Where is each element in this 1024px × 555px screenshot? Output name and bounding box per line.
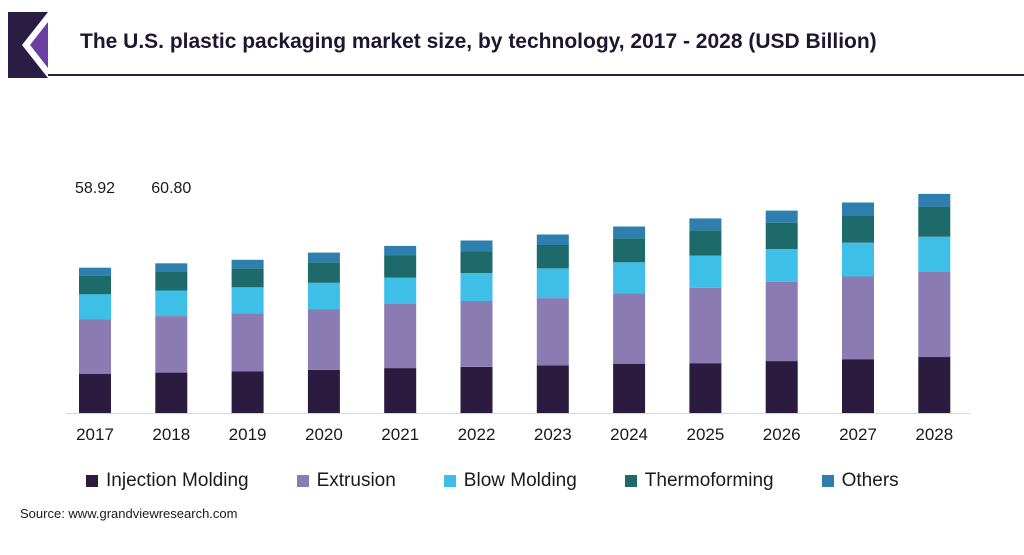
bar-segment-thermoforming-2021 bbox=[384, 255, 417, 278]
bar-segment-thermoforming-2023 bbox=[536, 245, 569, 269]
bar-segment-others-2017 bbox=[79, 267, 111, 276]
bar-segment-extrusion-2020 bbox=[307, 309, 340, 370]
bar-segment-extrusion-2017 bbox=[79, 319, 111, 374]
bar-segment-injection-molding-2027 bbox=[842, 359, 874, 413]
bar-segment-extrusion-2019 bbox=[231, 313, 264, 372]
bar-segment-thermoforming-2017 bbox=[79, 275, 111, 295]
bar-segment-injection-molding-2028 bbox=[918, 357, 951, 413]
bar-segment-extrusion-2027 bbox=[842, 276, 874, 360]
bar-segment-thermoforming-2018 bbox=[155, 271, 188, 291]
legend-swatch-others bbox=[821, 475, 834, 487]
x-tick-label-2028: 2028 bbox=[915, 425, 953, 444]
bar-segment-blow-molding-2023 bbox=[536, 268, 569, 299]
bar-segment-extrusion-2026 bbox=[765, 281, 798, 361]
legend-item-thermoforming: Thermoforming bbox=[624, 470, 774, 492]
bar-segment-extrusion-2022 bbox=[460, 301, 493, 367]
legend-swatch-injection-molding bbox=[86, 475, 98, 487]
bar-segment-thermoforming-2025 bbox=[689, 230, 722, 256]
bar-segment-others-2028 bbox=[918, 193, 951, 207]
bar-segment-thermoforming-2019 bbox=[231, 268, 264, 288]
bar-segment-thermoforming-2020 bbox=[307, 262, 340, 283]
bar-segment-others-2023 bbox=[536, 234, 569, 245]
bar-segment-blow-molding-2020 bbox=[307, 282, 340, 310]
bar-segment-injection-molding-2024 bbox=[613, 363, 646, 413]
bar-segment-injection-molding-2021 bbox=[384, 368, 417, 413]
legend-label-others: Others bbox=[841, 470, 899, 491]
bar-segment-others-2019 bbox=[231, 259, 264, 269]
bar-segment-blow-molding-2025 bbox=[689, 255, 722, 288]
source-note: Source: www.grandviewresearch.com bbox=[20, 506, 238, 521]
legend-label-extrusion: Extrusion bbox=[316, 470, 396, 491]
stacked-bar-chart: 58.92 2017 60.80 2018 2019 2020 2021 2022 2023 20… bbox=[66, 180, 970, 444]
legend-item-injection-molding: Injection Molding bbox=[86, 470, 249, 492]
x-tick-label-2017: 2017 bbox=[76, 425, 114, 444]
bar-segment-blow-molding-2024 bbox=[613, 262, 646, 294]
bar-segment-blow-molding-2021 bbox=[384, 277, 417, 304]
legend-label-blow-molding: Blow Molding bbox=[463, 470, 577, 491]
bar-segment-extrusion-2018 bbox=[155, 316, 188, 373]
bar-segment-blow-molding-2028 bbox=[918, 236, 951, 272]
bar-segment-others-2024 bbox=[613, 226, 646, 239]
bar-segment-thermoforming-2027 bbox=[842, 215, 874, 243]
bar-segment-thermoforming-2024 bbox=[613, 238, 646, 263]
legend-label-thermoforming: Thermoforming bbox=[644, 470, 774, 491]
legend-swatch-blow-molding bbox=[443, 475, 456, 487]
bar-segment-injection-molding-2023 bbox=[536, 365, 569, 413]
legend-item-others: Others bbox=[821, 470, 899, 492]
x-tick-label-2018: 2018 bbox=[152, 425, 190, 444]
bar-segment-injection-molding-2019 bbox=[231, 371, 264, 413]
legend-swatch-thermoforming bbox=[624, 475, 637, 487]
chart-title: The U.S. plastic packaging market size, … bbox=[80, 30, 877, 53]
bar-segment-extrusion-2028 bbox=[918, 272, 951, 358]
bar-segment-extrusion-2021 bbox=[384, 304, 417, 369]
bar-segment-thermoforming-2028 bbox=[918, 206, 951, 237]
data-label-2017: 58.92 bbox=[75, 180, 115, 197]
x-tick-label-2025: 2025 bbox=[686, 425, 724, 444]
legend-item-blow-molding: Blow Molding bbox=[443, 470, 577, 492]
bar-segment-blow-molding-2019 bbox=[231, 287, 264, 314]
legend-swatch-extrusion bbox=[296, 475, 309, 487]
bar-segment-injection-molding-2022 bbox=[460, 367, 493, 413]
brand-logo-icon bbox=[8, 12, 48, 78]
bar-segment-injection-molding-2025 bbox=[689, 363, 722, 413]
data-label-2018: 60.80 bbox=[151, 180, 191, 197]
bar-segment-others-2018 bbox=[155, 263, 188, 272]
x-tick-label-2022: 2022 bbox=[458, 425, 496, 444]
bar-segment-others-2025 bbox=[689, 218, 722, 231]
bar-segment-injection-molding-2026 bbox=[765, 361, 798, 413]
title-divider bbox=[48, 74, 1024, 76]
x-tick-label-2021: 2021 bbox=[381, 425, 419, 444]
chart-legend: Injection Molding Extrusion Blow Molding Th… bbox=[86, 470, 947, 492]
bar-segment-blow-molding-2027 bbox=[842, 242, 874, 277]
bar-segment-others-2027 bbox=[842, 202, 874, 216]
x-tick-label-2023: 2023 bbox=[534, 425, 572, 444]
legend-label-injection-molding: Injection Molding bbox=[106, 470, 249, 491]
bar-segment-blow-molding-2017 bbox=[79, 294, 111, 320]
bar-segment-thermoforming-2026 bbox=[765, 222, 798, 250]
bar-segment-thermoforming-2022 bbox=[460, 251, 493, 273]
x-tick-label-2019: 2019 bbox=[229, 425, 267, 444]
legend-item-extrusion: Extrusion bbox=[296, 470, 396, 492]
bar-segment-others-2020 bbox=[307, 252, 340, 263]
bar-segment-extrusion-2025 bbox=[689, 287, 722, 364]
bar-segment-extrusion-2023 bbox=[536, 298, 569, 366]
bar-segment-extrusion-2024 bbox=[613, 293, 646, 364]
x-tick-label-2024: 2024 bbox=[610, 425, 648, 444]
x-tick-label-2027: 2027 bbox=[839, 425, 877, 444]
bar-segment-others-2026 bbox=[765, 210, 798, 223]
bar-segment-others-2022 bbox=[460, 240, 493, 252]
bar-segment-others-2021 bbox=[384, 245, 417, 256]
x-tick-label-2026: 2026 bbox=[763, 425, 801, 444]
bar-segment-injection-molding-2017 bbox=[79, 374, 111, 413]
bar-segment-blow-molding-2026 bbox=[765, 249, 798, 282]
bar-segment-blow-molding-2018 bbox=[155, 290, 188, 317]
bar-segment-blow-molding-2022 bbox=[460, 273, 493, 301]
bar-segment-injection-molding-2018 bbox=[155, 372, 188, 413]
bar-segment-injection-molding-2020 bbox=[307, 369, 340, 413]
x-tick-label-2020: 2020 bbox=[305, 425, 343, 444]
